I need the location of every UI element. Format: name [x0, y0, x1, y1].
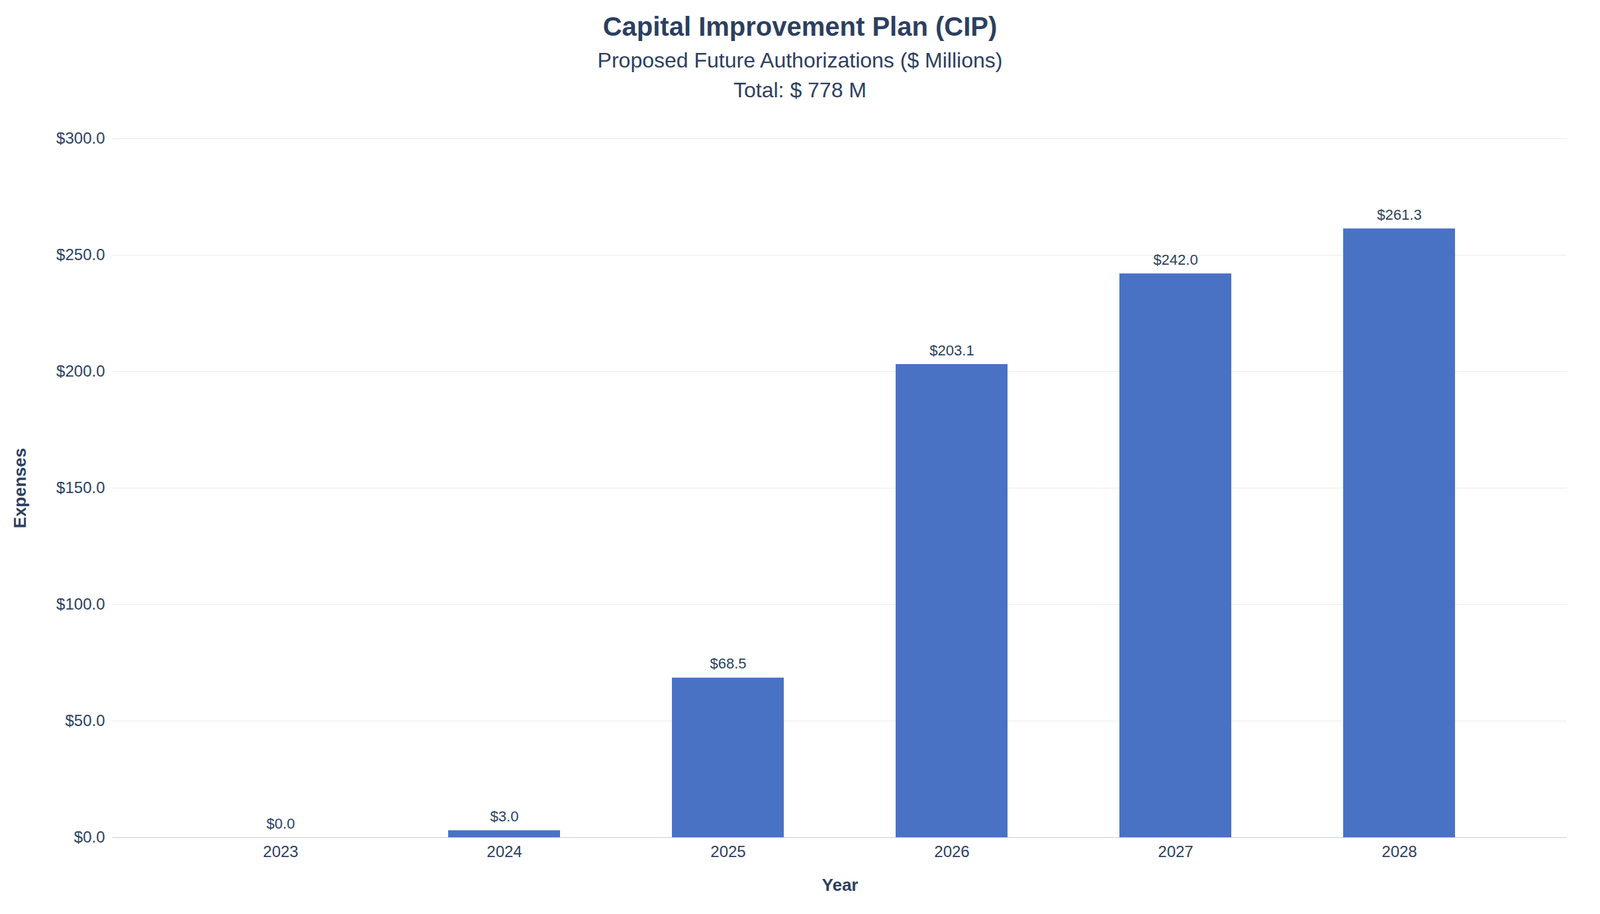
svg-text:2027: 2027	[1157, 842, 1193, 861]
svg-text:2024: 2024	[486, 842, 522, 861]
svg-text:$100.0: $100.0	[56, 595, 105, 613]
html-text:Proposed Future Authorizations: Proposed Future Authorizations ($ Millio…	[597, 48, 1003, 73]
svg-text:Year: Year	[822, 875, 859, 895]
svg-text:2028: 2028	[1381, 842, 1417, 861]
svg-text:2026: 2026	[934, 842, 970, 861]
svg-text:$200.0: $200.0	[56, 362, 105, 380]
svg-text:2023: 2023	[262, 842, 298, 861]
svg-text:$150.0: $150.0	[56, 478, 105, 497]
svg-text:Expenses: Expenses	[9, 448, 30, 529]
svg-text:2025: 2025	[710, 842, 746, 861]
svg-text:$0.0: $0.0	[74, 828, 106, 847]
svg-text:$300.0: $300.0	[56, 129, 105, 147]
svg-text:$250.0: $250.0	[56, 245, 105, 264]
svg-text:$50.0: $50.0	[64, 711, 105, 730]
svg-text:$0.0: $0.0	[266, 815, 296, 833]
html-text:Capital Improvement Plan (CIP): Capital Improvement Plan (CIP)	[602, 11, 998, 42]
html-text:Total: $ 778 M: Total: $ 778 M	[733, 78, 867, 102]
svg-text:$242.0: $242.0	[1153, 251, 1198, 269]
svg-text:$3.0: $3.0	[490, 808, 519, 825]
svg-text:$203.1: $203.1	[929, 342, 974, 359]
svg-text:$68.5: $68.5	[709, 655, 747, 672]
svg-text:$261.3: $261.3	[1376, 206, 1422, 224]
